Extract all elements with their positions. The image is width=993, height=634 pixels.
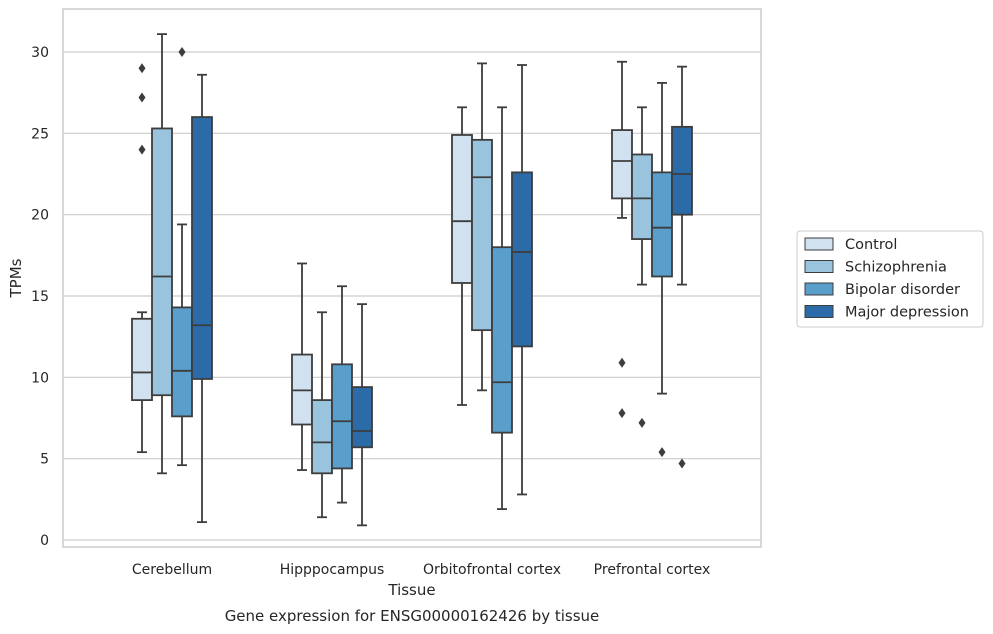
x-axis-label: Tissue — [387, 581, 435, 599]
y-tick-label: 25 — [31, 126, 49, 142]
series-group — [151, 33, 653, 519]
y-tick-label: 5 — [40, 452, 49, 468]
legend-item: Control — [804, 237, 897, 253]
x-tick-label: Orbitofrontal cortex — [423, 562, 561, 578]
box — [471, 138, 493, 332]
legend-label: Major depression — [845, 305, 969, 321]
box-group — [671, 65, 693, 469]
box — [631, 153, 653, 240]
box-group — [151, 33, 173, 475]
legend: Control Schizophrenia Bipolar disorder Majo… — [796, 230, 984, 328]
box-group — [511, 64, 533, 496]
legend-item: Schizophrenia — [804, 260, 947, 276]
outlier-point — [618, 408, 626, 419]
legend-swatch — [804, 282, 834, 296]
legend-swatch — [804, 237, 834, 251]
series-group — [191, 64, 693, 527]
box-group — [131, 63, 153, 454]
outlier-point — [138, 92, 146, 103]
box — [191, 116, 213, 380]
box-group — [651, 82, 673, 458]
outlier-point — [658, 447, 666, 458]
box — [451, 134, 473, 284]
box — [671, 125, 693, 216]
box-group — [331, 285, 353, 504]
outlier-point — [178, 47, 186, 57]
outlier-point — [678, 458, 686, 469]
box — [651, 171, 673, 278]
chart-caption: Gene expression for ENSG00000162426 by t… — [225, 607, 600, 625]
x-tick-label: Hipppocampus — [280, 562, 385, 578]
y-tick-label: 0 — [40, 533, 49, 549]
series-group — [131, 60, 633, 471]
y-axis-label: TPMs — [7, 258, 25, 298]
box — [491, 246, 513, 434]
outlier-point — [618, 357, 626, 368]
y-tick-labels: 0 5 10 15 20 25 30 — [31, 45, 49, 549]
y-tick-label: 15 — [31, 289, 49, 305]
legend-swatch — [804, 305, 834, 318]
box — [611, 129, 633, 200]
box — [331, 363, 353, 470]
box — [351, 386, 373, 449]
outlier-point — [138, 63, 146, 74]
y-tick-label: 20 — [31, 208, 49, 224]
legend-item: Major depression — [804, 305, 969, 321]
legend-swatch — [804, 260, 834, 273]
box-group — [491, 106, 513, 510]
box-series — [131, 33, 693, 527]
box — [311, 399, 333, 475]
box-group — [351, 303, 373, 527]
box-group — [311, 311, 333, 519]
x-tick-label: Cerebellum — [132, 562, 212, 578]
legend-frame — [796, 230, 984, 328]
x-tick-labels: Cerebellum Hipppocampus Orbitofrontal cort… — [132, 562, 710, 578]
legend-label: Schizophrenia — [845, 260, 947, 276]
outlier-point — [138, 144, 146, 155]
box — [151, 127, 173, 397]
box-group — [451, 106, 473, 406]
box-group — [471, 62, 493, 392]
legend-label: Bipolar disorder — [845, 282, 960, 298]
box — [511, 171, 533, 348]
outlier-point — [638, 417, 646, 428]
box-group — [191, 73, 213, 524]
plot-area-frame — [62, 8, 762, 548]
box — [171, 306, 193, 418]
box-group — [631, 106, 653, 428]
x-tick-label: Prefrontal cortex — [594, 562, 711, 578]
legend-label: Control — [845, 237, 897, 253]
box — [131, 317, 153, 402]
y-tick-label: 30 — [31, 45, 49, 61]
legend-item: Bipolar disorder — [804, 282, 960, 298]
series-group — [171, 47, 673, 510]
box-group — [611, 60, 633, 419]
y-tick-label: 10 — [31, 370, 49, 386]
box-group — [291, 262, 313, 471]
box-group — [171, 47, 193, 467]
